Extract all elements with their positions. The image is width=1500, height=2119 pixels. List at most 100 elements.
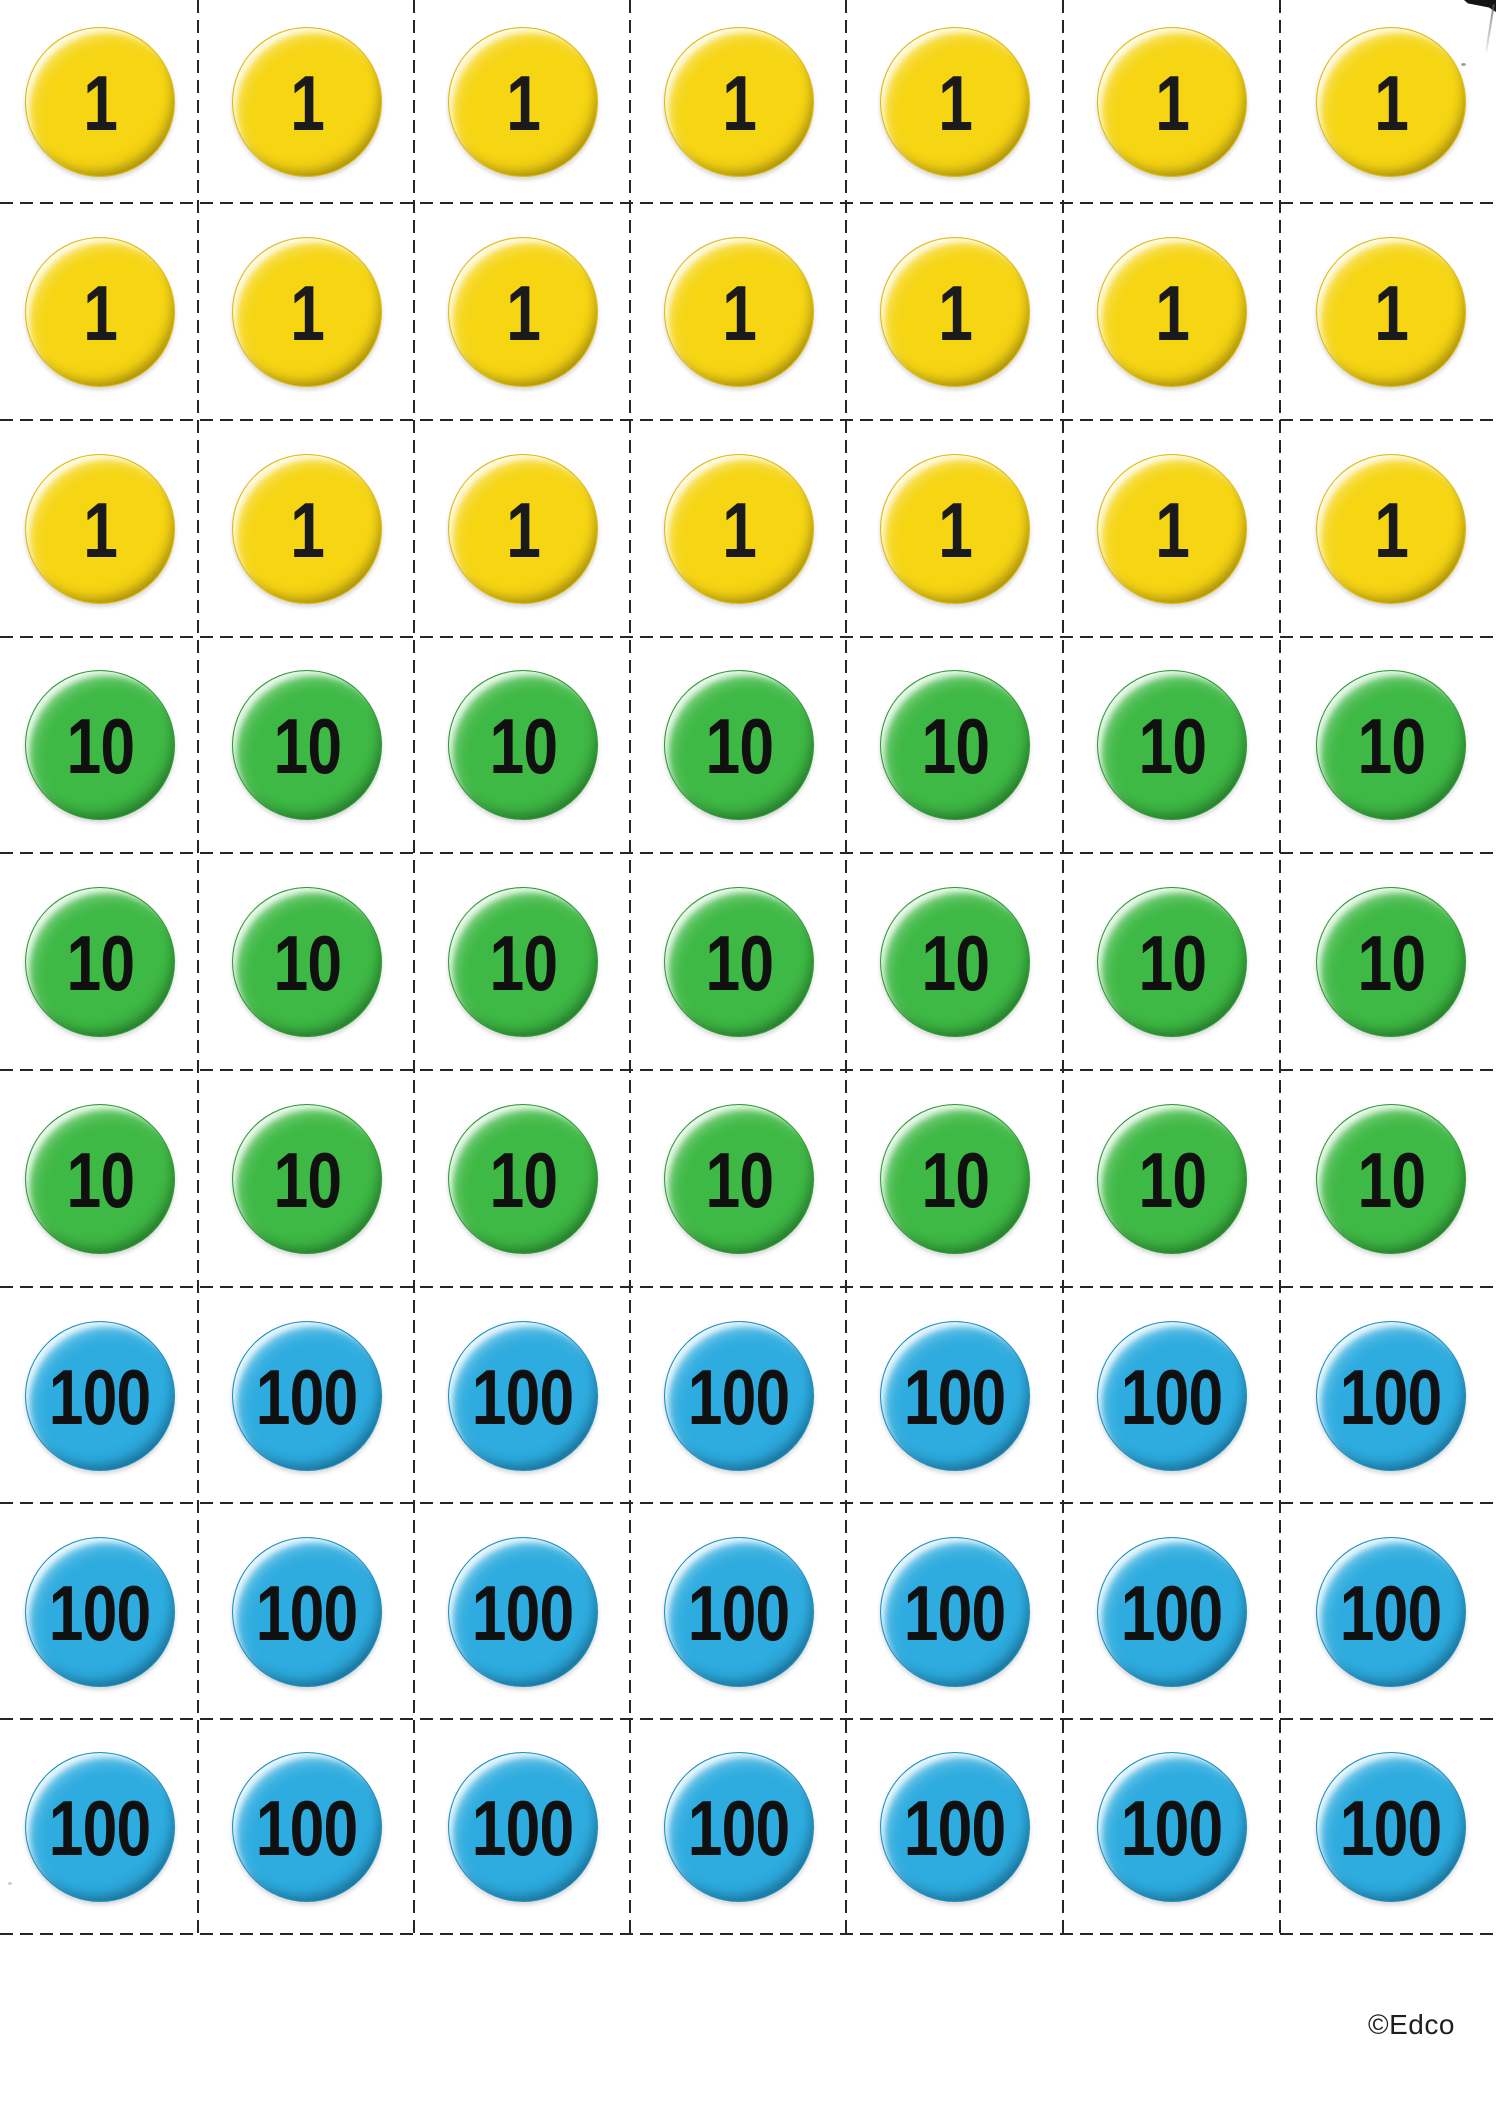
counter-value: 10 [1357,919,1426,1007]
counter-value: 1 [506,269,541,357]
counter-100: 100 [25,1321,175,1471]
cut-line-horizontal [0,1285,1500,1289]
counter-100: 100 [25,1537,175,1687]
counter-value: 10 [921,919,990,1007]
cut-line-horizontal [0,1068,1500,1072]
counter-value: 10 [1138,919,1207,1007]
copyright-text: ©Edco [1368,2009,1455,2040]
counter-10: 10 [25,887,175,1037]
counter-value: 1 [290,486,325,574]
counter-value: 10 [705,919,774,1007]
counter-value: 10 [921,702,990,790]
counter-value: 1 [83,59,118,147]
counter-100: 100 [1316,1321,1466,1471]
counter-value: 1 [938,59,973,147]
counter-100: 100 [1097,1752,1247,1902]
counter-100: 100 [880,1321,1030,1471]
counter-10: 10 [1316,670,1466,820]
counter-1: 1 [25,237,175,387]
cut-line-vertical [412,0,416,1935]
counter-value: 100 [904,1353,1007,1441]
counter-10: 10 [880,670,1030,820]
counter-value: 100 [256,1784,359,1872]
counter-10: 10 [232,670,382,820]
cut-line-horizontal [0,1932,1500,1936]
counter-value: 1 [722,269,757,357]
counter-10: 10 [664,1104,814,1254]
cut-line-horizontal [0,851,1500,855]
counter-1: 1 [25,27,175,177]
cut-line-vertical [196,0,200,1935]
counter-100: 100 [1097,1321,1247,1471]
counter-10: 10 [448,1104,598,1254]
counter-10: 10 [664,670,814,820]
counter-1: 1 [664,237,814,387]
counter-value: 1 [722,486,757,574]
counter-value: 10 [273,702,342,790]
counter-100: 100 [232,1537,382,1687]
counter-100: 100 [232,1321,382,1471]
counter-10: 10 [448,670,598,820]
counter-value: 100 [1121,1784,1224,1872]
counter-value: 10 [705,1136,774,1224]
scan-artifact-streak [1485,4,1495,52]
counter-10: 10 [880,887,1030,1037]
cut-line-horizontal [0,201,1500,205]
counter-10: 10 [1316,1104,1466,1254]
counter-value: 10 [273,1136,342,1224]
counter-value: 1 [290,269,325,357]
counter-value: 100 [472,1353,575,1441]
counter-10: 10 [25,670,175,820]
counter-value: 100 [256,1353,359,1441]
counter-10: 10 [664,887,814,1037]
counter-value: 10 [1357,702,1426,790]
counter-100: 100 [664,1537,814,1687]
counter-value: 1 [1155,269,1190,357]
counter-value: 1 [1374,486,1409,574]
counter-1: 1 [880,454,1030,604]
counter-value: 100 [472,1784,575,1872]
counter-100: 100 [1316,1537,1466,1687]
counter-value: 100 [49,1353,152,1441]
counter-1: 1 [1097,454,1247,604]
counter-value: 100 [1121,1569,1224,1657]
counter-100: 100 [448,1321,598,1471]
counter-value: 10 [921,1136,990,1224]
counter-100: 100 [664,1321,814,1471]
counter-1: 1 [25,454,175,604]
cut-line-vertical [1061,0,1065,1935]
counter-value: 1 [1374,269,1409,357]
counter-10: 10 [1097,887,1247,1037]
counter-value: 100 [1121,1353,1224,1441]
counter-1: 1 [232,237,382,387]
counter-value: 100 [688,1569,791,1657]
counter-value: 100 [904,1569,1007,1657]
counter-value: 100 [904,1784,1007,1872]
counter-value: 10 [66,702,135,790]
counter-value: 1 [938,269,973,357]
counter-100: 100 [664,1752,814,1902]
counter-100: 100 [1097,1537,1247,1687]
counter-value: 10 [273,919,342,1007]
cut-line-horizontal [0,635,1500,639]
counter-1: 1 [880,27,1030,177]
counter-100: 100 [25,1752,175,1902]
counter-1: 1 [448,454,598,604]
counter-1: 1 [664,454,814,604]
counter-value: 100 [472,1569,575,1657]
counter-value: 1 [506,59,541,147]
counter-value: 10 [489,1136,558,1224]
cut-line-horizontal [0,1717,1500,1721]
counter-value: 1 [506,486,541,574]
cut-line-vertical [1278,0,1282,1935]
counter-10: 10 [880,1104,1030,1254]
counter-1: 1 [232,27,382,177]
counter-value: 100 [688,1353,791,1441]
counter-100: 100 [232,1752,382,1902]
counter-10: 10 [1097,670,1247,820]
counter-100: 100 [880,1752,1030,1902]
counter-value: 10 [489,702,558,790]
counter-1: 1 [1316,454,1466,604]
counter-10: 10 [1316,887,1466,1037]
